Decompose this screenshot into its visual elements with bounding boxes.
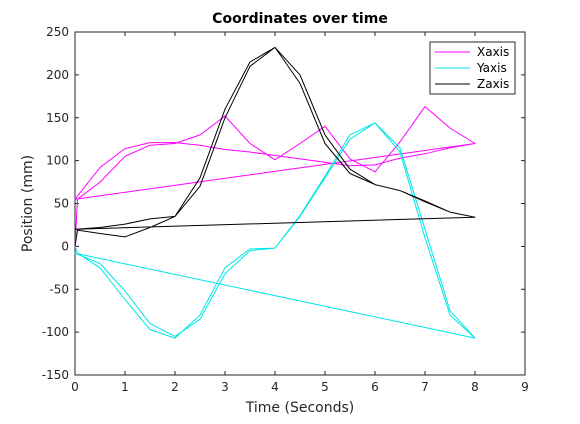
- y-tick-label: 100: [46, 154, 69, 168]
- axis-ticks: 0 1 2 3 4 5 6 7 8 9 -150 -100 -50 0 50 100 150 200 250: [42, 25, 529, 394]
- series-line-zaxis: [74, 46, 476, 247]
- x-tick-label: 0: [71, 380, 79, 394]
- y-tick-label: 250: [46, 25, 69, 39]
- legend-label-xaxis: Xaxis: [477, 45, 509, 59]
- y-tick-label: -150: [42, 368, 69, 382]
- y-tick-label: 200: [46, 68, 69, 82]
- x-tick-label: 4: [271, 380, 279, 394]
- x-tick-label: 5: [321, 380, 329, 394]
- y-axis-label: Position (mm): [20, 155, 36, 252]
- y-tick-label: 150: [46, 111, 69, 125]
- x-tick-label: 6: [371, 380, 379, 394]
- y-tick-label: 50: [54, 197, 69, 211]
- x-tick-label: 1: [121, 380, 129, 394]
- y-tick-label: -100: [42, 325, 69, 339]
- legend[interactable]: Xaxis Yaxis Zaxis: [429, 41, 516, 95]
- series-line-xaxis: [74, 106, 476, 247]
- x-tick-label: 9: [521, 380, 529, 394]
- x-tick-label: 3: [221, 380, 229, 394]
- series-line-yaxis: [74, 122, 476, 339]
- x-tick-label: 7: [421, 380, 429, 394]
- series-lines: [74, 46, 476, 339]
- x-tick-label: 8: [471, 380, 479, 394]
- y-tick-label: 0: [61, 239, 69, 253]
- legend-label-yaxis: Yaxis: [476, 61, 507, 75]
- x-tick-label: 2: [171, 380, 179, 394]
- x-axis-label: Time (Seconds): [245, 400, 354, 416]
- y-tick-label: -50: [49, 282, 69, 296]
- legend-label-zaxis: Zaxis: [477, 77, 509, 91]
- chart-title: Coordinates over time: [212, 11, 388, 27]
